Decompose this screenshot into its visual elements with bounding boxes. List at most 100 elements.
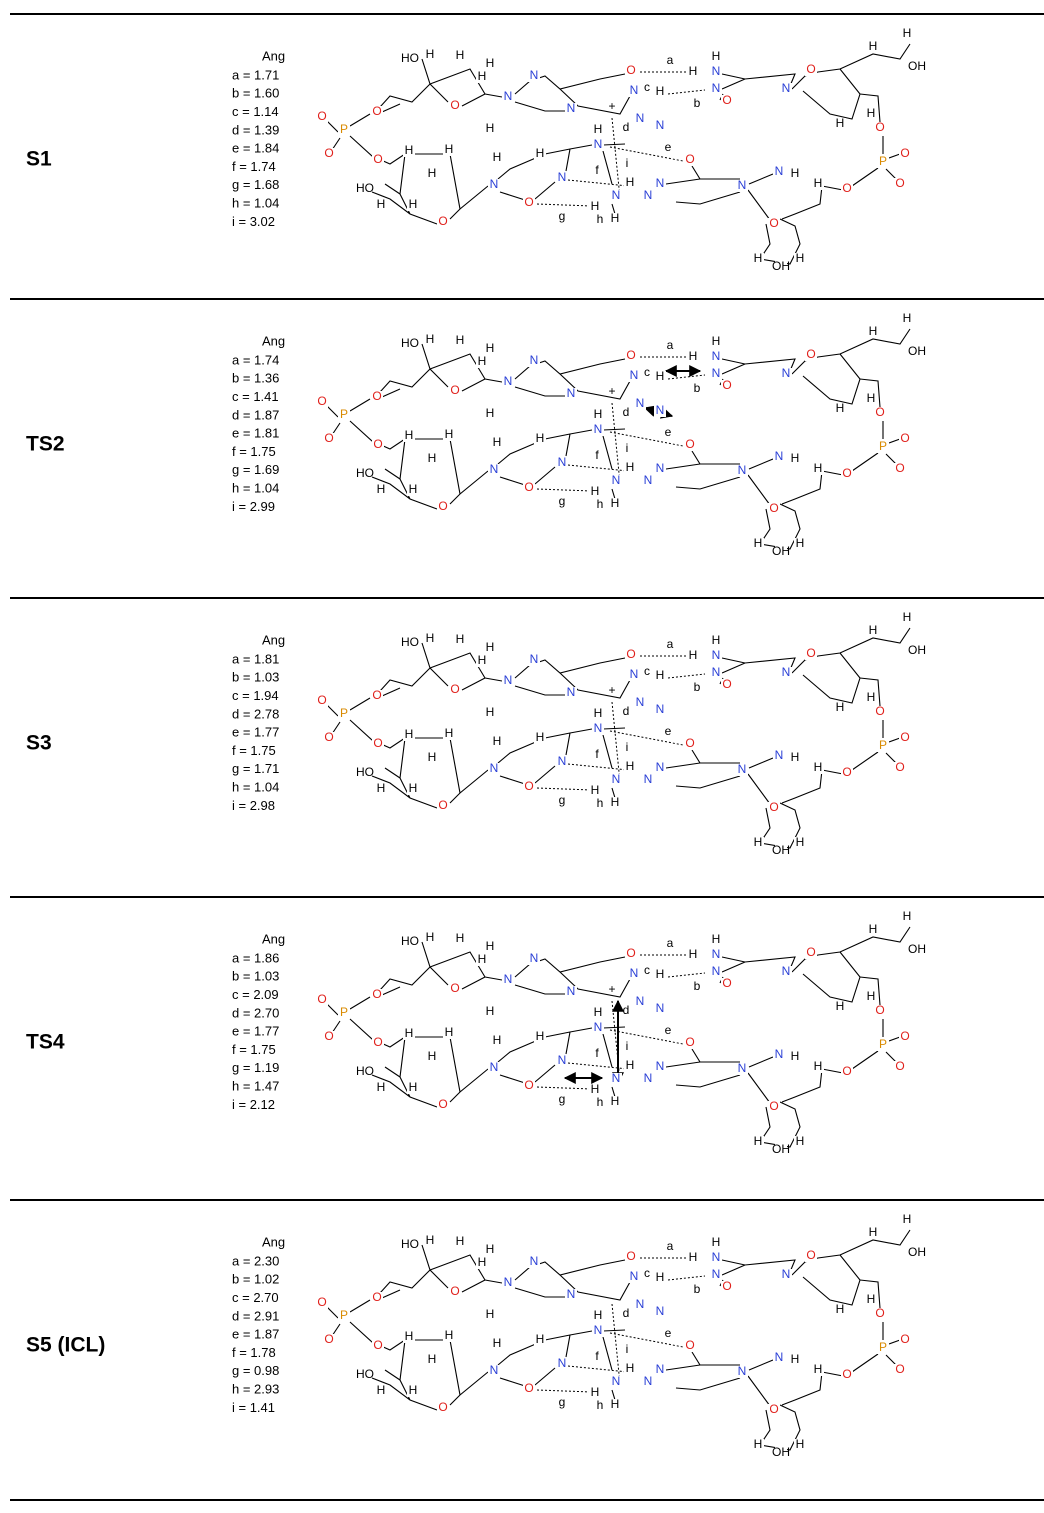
atom: N xyxy=(656,1304,665,1318)
distance: f = 1.78 xyxy=(232,1345,276,1360)
atom: N xyxy=(775,748,784,762)
atom: HO xyxy=(356,181,374,195)
atom: N xyxy=(656,403,665,417)
bond-letter: d xyxy=(623,1003,630,1017)
atom: H xyxy=(626,1361,635,1375)
atom: H xyxy=(814,760,823,774)
atom: O xyxy=(372,987,381,1001)
atom: N xyxy=(712,665,721,679)
atom: H xyxy=(409,197,418,211)
atom: H xyxy=(903,1212,912,1226)
atom: O xyxy=(722,1279,731,1293)
atom: N xyxy=(594,1020,603,1034)
atom: HO xyxy=(356,1064,374,1078)
distance: e = 1.77 xyxy=(232,1024,279,1039)
bond-letter: i xyxy=(626,1039,629,1053)
distance: g = 1.19 xyxy=(232,1060,279,1075)
atom: N xyxy=(775,164,784,178)
atom: O xyxy=(895,461,904,475)
atom: H xyxy=(377,1383,386,1397)
distance: c = 2.09 xyxy=(232,987,279,1002)
atom: H xyxy=(796,1437,805,1451)
atom: OH xyxy=(772,843,790,857)
atom: O xyxy=(769,1099,778,1113)
atom: H xyxy=(656,84,665,98)
atom: N xyxy=(567,1287,576,1301)
atom: O xyxy=(438,1400,447,1414)
atom: N xyxy=(656,176,665,190)
atom: H xyxy=(869,1225,878,1239)
atom: H xyxy=(426,47,435,61)
atom: H xyxy=(712,633,721,647)
atom: H xyxy=(836,401,845,415)
atom: H xyxy=(836,700,845,714)
atom: N xyxy=(775,449,784,463)
atom: P xyxy=(340,706,348,720)
atom: H xyxy=(611,496,620,510)
atom: N xyxy=(612,1374,621,1388)
atom: O xyxy=(875,120,884,134)
distance: b = 1.03 xyxy=(232,670,279,685)
distance: e = 1.87 xyxy=(232,1327,279,1342)
atom: P xyxy=(879,439,887,453)
atom: H xyxy=(689,64,698,78)
atom: H xyxy=(689,947,698,961)
atom: OH xyxy=(772,1142,790,1156)
atom: H xyxy=(591,1385,600,1399)
atom: N xyxy=(712,81,721,95)
charge: + xyxy=(608,982,615,996)
atom: H xyxy=(536,1332,545,1346)
atom: OH xyxy=(908,1245,926,1259)
atom: N xyxy=(630,368,639,382)
atom: O xyxy=(769,501,778,515)
atom: N xyxy=(712,349,721,363)
atom: H xyxy=(591,783,600,797)
atom: O xyxy=(450,682,459,696)
atom: O xyxy=(372,1290,381,1304)
atom: HO xyxy=(356,765,374,779)
atom: N xyxy=(656,760,665,774)
atom: H xyxy=(796,536,805,550)
atom: H xyxy=(712,932,721,946)
atom: N xyxy=(644,473,653,487)
atom: H xyxy=(456,333,465,347)
atom: O xyxy=(626,946,635,960)
atom: H xyxy=(626,1058,635,1072)
distance: d = 1.39 xyxy=(232,122,279,137)
atom: H xyxy=(791,1352,800,1366)
atom: N xyxy=(636,1297,645,1311)
atom: O xyxy=(875,1306,884,1320)
distance: b = 1.60 xyxy=(232,86,279,101)
distance: e = 1.81 xyxy=(232,426,279,441)
atom: N xyxy=(612,772,621,786)
atom: O xyxy=(806,347,815,361)
atom: H xyxy=(814,1059,823,1073)
panel-label: S5 (ICL) xyxy=(26,1334,105,1357)
atom: H xyxy=(867,106,876,120)
atom: N xyxy=(490,177,499,191)
atom: O xyxy=(842,1064,851,1078)
atom: N xyxy=(530,1254,539,1268)
bond-letter: c xyxy=(644,664,650,678)
unit-label: Ang xyxy=(262,1234,285,1249)
atom: H xyxy=(626,759,635,773)
distance: b = 1.36 xyxy=(232,371,279,386)
atom: O xyxy=(324,431,333,445)
atom: H xyxy=(478,354,487,368)
bond-letter: b xyxy=(694,680,701,694)
atom: H xyxy=(712,334,721,348)
atom: HO xyxy=(401,934,419,948)
atom: H xyxy=(656,369,665,383)
atom: OH xyxy=(908,942,926,956)
atom: O xyxy=(373,1338,382,1352)
atom: H xyxy=(594,1005,603,1019)
bond-letter: g xyxy=(559,793,566,807)
atom: O xyxy=(373,152,382,166)
atom: O xyxy=(875,704,884,718)
charge: + xyxy=(608,384,615,398)
bond-letter: d xyxy=(623,704,630,718)
bond-letter: e xyxy=(665,1326,672,1340)
atom: N xyxy=(712,1250,721,1264)
atom: N xyxy=(630,83,639,97)
atom: H xyxy=(486,341,495,355)
